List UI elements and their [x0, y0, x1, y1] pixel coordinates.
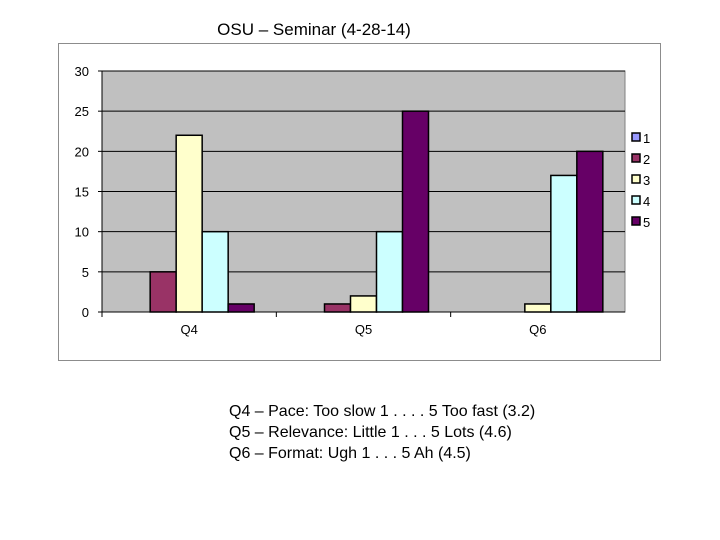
bar-q4-series-3 [175, 134, 203, 313]
bar-q5-series-3 [349, 295, 378, 313]
bar-q5-series-2 [323, 303, 352, 313]
y-tick-label: 5 [82, 265, 89, 280]
note-q5: Q5 – Relevance: Little 1 . . . 5 Lots (4… [229, 424, 512, 441]
legend-label-3: 3 [643, 173, 650, 188]
y-tick-label: 30 [75, 64, 89, 79]
legend-label-4: 4 [643, 194, 650, 209]
note-q4: Q4 – Pace: Too slow 1 . . . . 5 Too fast… [229, 403, 536, 420]
y-tick-label: 20 [75, 144, 89, 159]
bar-q4-series-4 [201, 230, 229, 313]
x-tick-label: Q6 [529, 322, 546, 337]
legend-label-2: 2 [643, 152, 650, 167]
bar-q5-series-4 [375, 230, 404, 313]
bar-q6-series-5 [576, 150, 604, 313]
bar-q4-series-5 [227, 303, 255, 313]
chart-frame: 0 5 10 15 20 25 30 Q4 Q5 Q6 1 2 3 4 5 [58, 43, 661, 361]
legend-label-5: 5 [643, 215, 650, 230]
bar-chart: 0 5 10 15 20 25 30 Q4 Q5 Q6 1 2 3 4 5 [75, 64, 651, 337]
legend-swatch-2 [631, 153, 641, 163]
bar-q6-series-4 [550, 174, 578, 313]
legend-swatch-1 [631, 132, 641, 142]
legend-label-1: 1 [643, 131, 650, 146]
x-tick-label: Q5 [355, 322, 372, 337]
y-tick-label: 15 [75, 185, 89, 200]
y-tick-label: 0 [82, 305, 89, 320]
y-tick-label: 10 [75, 225, 89, 240]
legend-swatch-4 [631, 195, 641, 205]
bar-q4-series-2 [149, 271, 177, 313]
bar-q5-series-5 [401, 110, 430, 313]
question-notes: Q4 – Pace: Too slow 1 . . . . 5 Too fast… [229, 401, 535, 464]
legend-swatch-5 [631, 216, 641, 226]
bar-q6-series-3 [524, 303, 552, 313]
slide-title: OSU – Seminar (4-28-14) [217, 20, 411, 39]
y-tick-label: 25 [75, 104, 89, 119]
note-q6: Q6 – Format: Ugh 1 . . . 5 Ah (4.5) [229, 445, 471, 462]
x-tick-label: Q4 [180, 322, 197, 337]
legend-swatch-3 [631, 174, 641, 184]
